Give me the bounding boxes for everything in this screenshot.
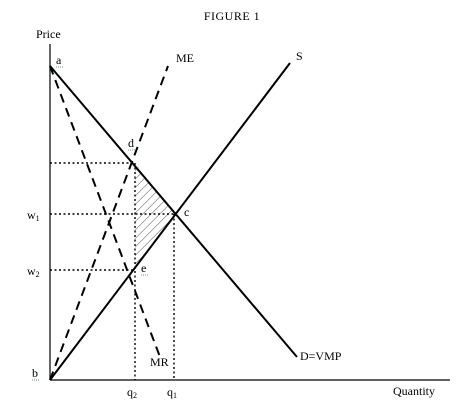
mr-label: MR: [150, 355, 169, 369]
q2-tick-label: q2: [127, 385, 137, 400]
deadweight-loss-area: [135, 163, 174, 270]
w2-tick-label: w2: [27, 264, 40, 279]
x-axis-label: Quantity: [393, 384, 435, 398]
point-e-label: e: [141, 261, 146, 275]
w1-tick-label: w1: [27, 208, 40, 223]
demand-label: D=VMP: [300, 349, 342, 363]
me-label: ME: [176, 51, 194, 65]
point-a-label: a: [56, 53, 62, 67]
y-axis-label: Price: [36, 27, 61, 41]
supply-curve: [49, 62, 291, 381]
marginal-revenue-curve: [49, 65, 161, 358]
demand-curve: [49, 65, 298, 358]
figure-title: FIGURE 1: [204, 9, 260, 23]
point-d-label: d: [128, 136, 134, 150]
point-b-label: b: [32, 366, 38, 380]
point-c-label: c: [184, 205, 189, 219]
s-label: S: [296, 49, 303, 63]
q1-tick-label: q1: [167, 385, 177, 400]
